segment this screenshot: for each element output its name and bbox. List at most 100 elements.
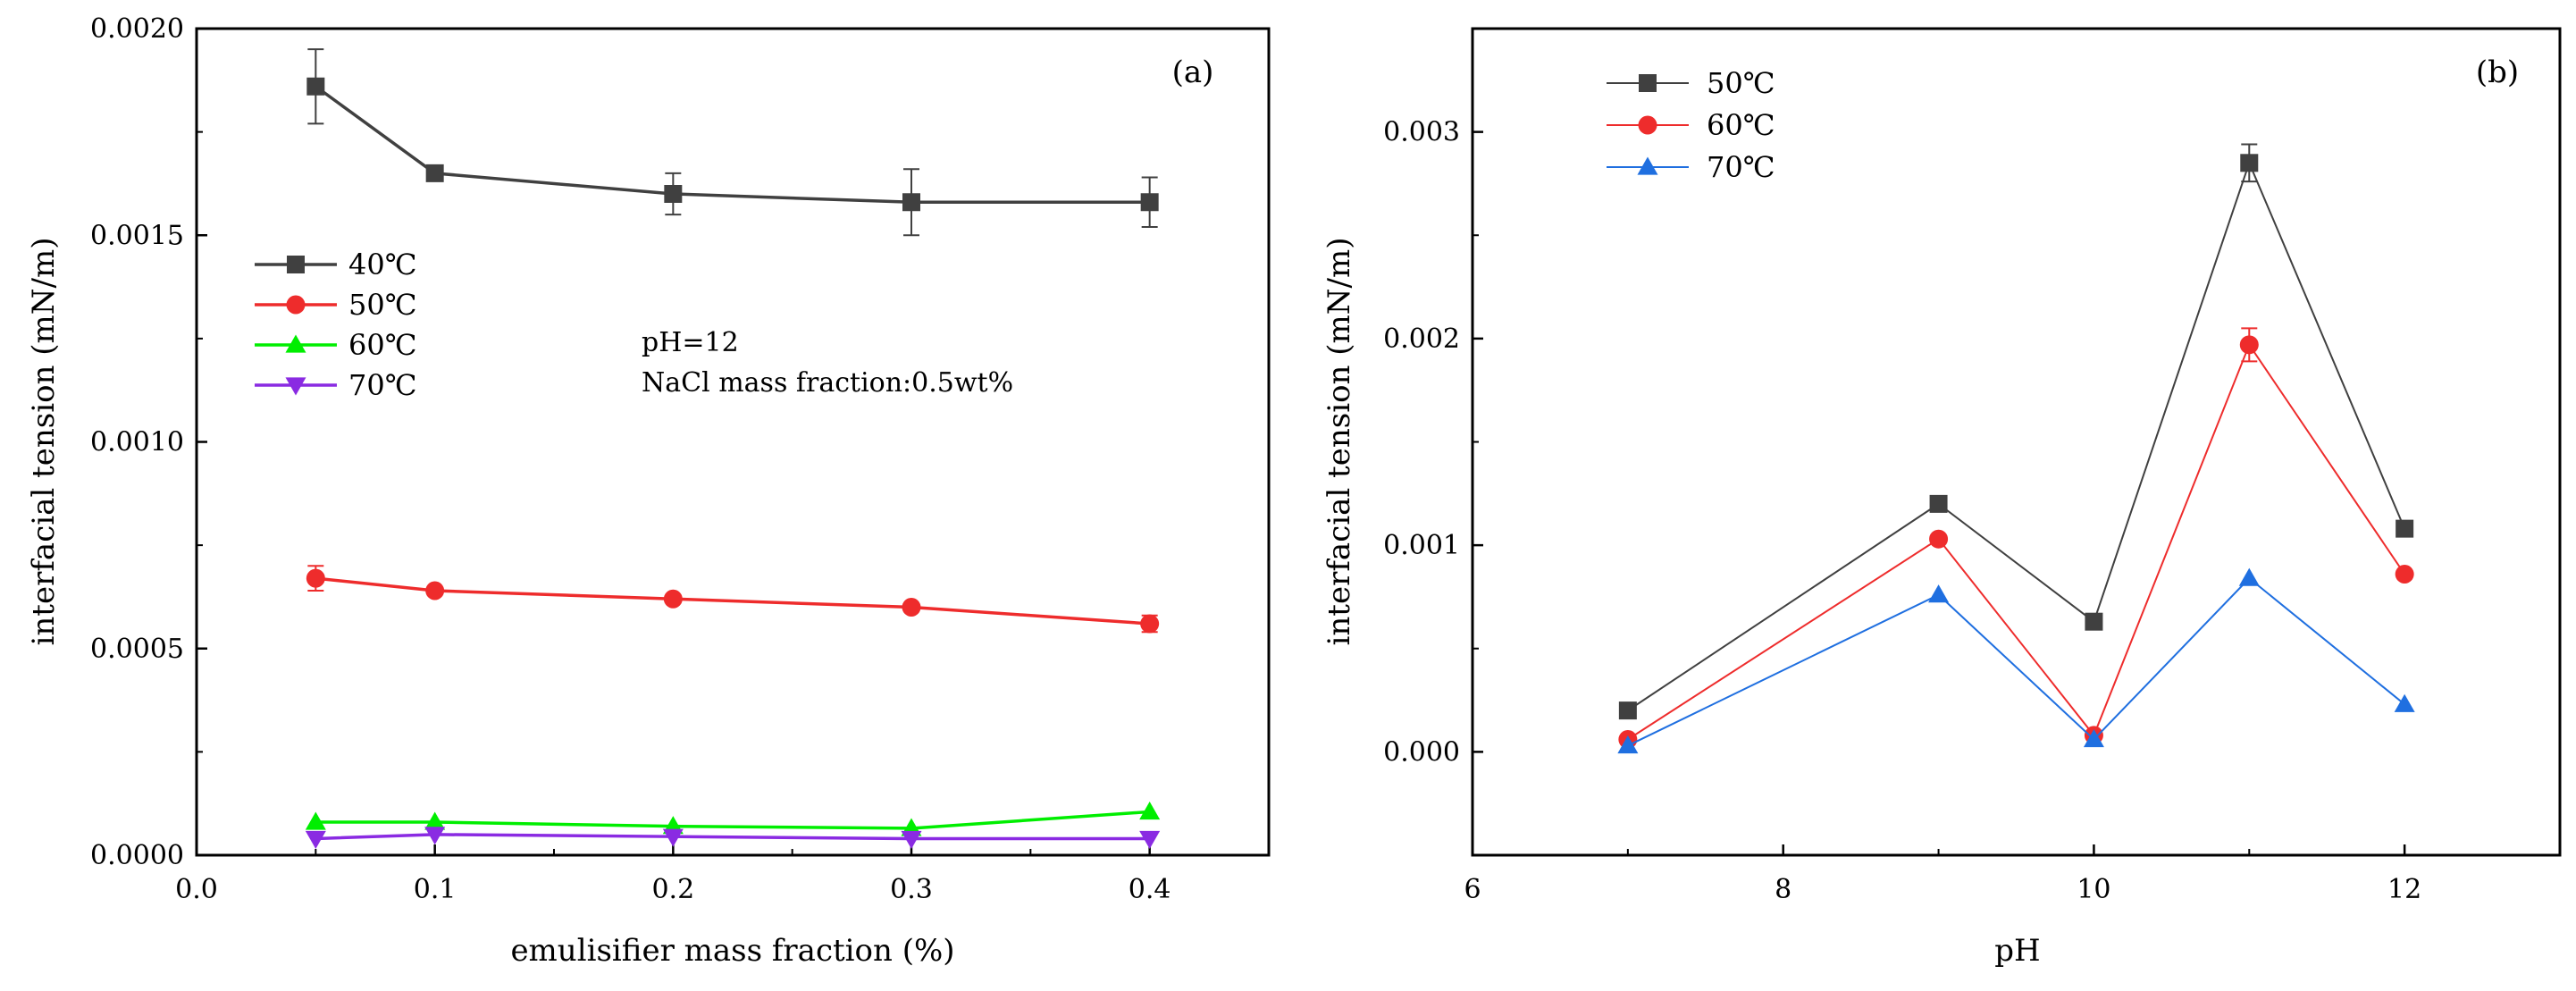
panel-b-series-2-point [1928, 584, 1950, 603]
panel-b-legend: 50℃ 60℃ 70℃ [1607, 66, 1775, 184]
panel-a-series-3-point [305, 830, 326, 849]
panel-a-legend-item: 50℃ [255, 288, 417, 322]
panel-b-legend-label: 60℃ [1707, 108, 1775, 142]
panel-b-y-tick-label: 0.001 [1383, 530, 1460, 561]
panel-a-x-tick-label: 0.0 [175, 874, 218, 905]
panel-a-label: (a) [1172, 55, 1214, 90]
panel-a-x-tick-label: 0.1 [414, 874, 457, 905]
panel-b-legend-item: 60℃ [1607, 108, 1775, 142]
panel-a-series-3-point [901, 830, 922, 849]
panel-a-series-3-point [424, 827, 446, 845]
panel-a-legend-marker [286, 295, 306, 315]
panel-b-x-tick-label: 10 [2077, 874, 2110, 905]
panel-a-series-0-point [664, 185, 683, 203]
panel-a-series-0 [306, 48, 1159, 237]
panel-a-series-0-point [1140, 193, 1159, 212]
panel-b-x-tick-label: 6 [1464, 874, 1481, 905]
panel-a-series-2-point [1139, 801, 1161, 820]
panel-a-legend: 40℃ 50℃ 60℃ 70℃ [255, 248, 417, 402]
panel-a-series-0-point [425, 164, 444, 182]
panel-a-legend-marker [287, 256, 305, 273]
panel-b-series-2-point [2238, 567, 2260, 586]
panel-b-legend-marker [1638, 115, 1657, 135]
panel-a-y-tick-label: 0.0020 [90, 13, 184, 45]
panel-a-y-tick-label: 0.0010 [90, 427, 184, 458]
panel-a-series-layer [305, 48, 1161, 849]
panel-a-series-3-point [1139, 830, 1161, 849]
panel-b-y-tick-label: 0.003 [1383, 117, 1460, 148]
panel-b-plot-frame [1471, 27, 2562, 857]
panel-b-legend-item: 70℃ [1607, 150, 1775, 184]
panel-a-series-1-point [1140, 614, 1160, 634]
panel-a-series-3-point [662, 828, 684, 847]
panel-a-series-0-point [902, 193, 920, 212]
panel-b-series-1-point [2395, 565, 2414, 584]
panel-a-series-2-point [424, 811, 446, 830]
panel-a-y-tick-label: 0.0000 [90, 840, 184, 871]
panel-b-series-0-point [1618, 701, 1637, 720]
panel-b-series-1 [1618, 327, 2414, 749]
panel-b-series-layer [1617, 143, 2415, 754]
panel-b-series-1-line [1627, 342, 2405, 741]
panel-a-series-2-point [305, 811, 326, 830]
panel-b-legend-label: 70℃ [1707, 150, 1775, 184]
panel-b-series-2-point [2083, 729, 2104, 748]
panel-b-series-0-point [2240, 154, 2259, 172]
panel-a-series-1-point [902, 598, 921, 617]
panel-a-legend-label: 70℃ [348, 368, 417, 402]
panel-b-series-0 [1618, 143, 2414, 720]
panel-b-legend-marker [1639, 74, 1657, 92]
panel-b-legend-item: 50℃ [1607, 66, 1775, 100]
panel-a-y-tick-label: 0.0015 [90, 220, 184, 251]
panel-b-legend-label: 50℃ [1707, 66, 1775, 100]
panel-a-legend-label: 60℃ [348, 328, 417, 362]
panel-b-series-0-point [2396, 519, 2414, 538]
panel-a-series-3-line [315, 833, 1150, 841]
panel-a-legend-label: 40℃ [348, 248, 417, 281]
panel-a-legend-item: 60℃ [255, 328, 417, 362]
panel-a-x-tick-label: 0.3 [890, 874, 933, 905]
panel-a-series-0-point [306, 77, 325, 96]
panel-b-series-2-line [1627, 576, 2405, 747]
panel-a-legend-item: 40℃ [255, 248, 417, 281]
panel-b-axes: 6 8 10 12 0.000 0.001 0.002 0.003 [1383, 117, 2421, 905]
panel-b-series-2 [1617, 567, 2415, 754]
panel-a-y-axis-title: interfacial tension (mN/m) [26, 238, 62, 646]
panel-a-series-0-line [315, 85, 1150, 204]
panel-b-series-1-point [1929, 529, 1949, 549]
panel-a: 0.0 0.1 0.2 0.3 0.4 0.0000 0.0005 0.0010 0.0015 0… [26, 13, 1271, 969]
panel-a-series-1 [306, 565, 1160, 634]
panel-b-x-tick-label: 12 [2387, 874, 2421, 905]
panel-a-series-1-point [306, 568, 325, 588]
panel-a-legend-marker [285, 377, 306, 396]
panel-b-series-0-point [2085, 612, 2103, 631]
panel-b-legend-marker [1637, 156, 1658, 175]
panel-a-annotation-ph: pH=12 [642, 327, 739, 358]
panel-b-series-0-point [1929, 494, 1948, 513]
panel-b-series-1-point [2239, 335, 2259, 355]
panel-a-series-1-point [663, 589, 683, 609]
panel-a-x-axis-title: emulisifier mass fraction (%) [510, 933, 954, 969]
panel-a-x-tick-label: 0.4 [1129, 874, 1171, 905]
panel-b-series-2-point [1617, 735, 1639, 754]
panel-a-series-1-point [425, 581, 445, 600]
panel-b-y-tick-label: 0.002 [1383, 323, 1460, 355]
panel-b-y-axis-title: interfacial tension (mN/m) [1322, 238, 1357, 646]
panel-b-y-tick-label: 0.000 [1383, 736, 1460, 768]
panel-a-x-tick-label: 0.2 [651, 874, 694, 905]
panel-a-series-3 [305, 827, 1161, 849]
panel-a-legend-marker [285, 334, 306, 353]
panel-b-label: (b) [2476, 55, 2519, 90]
panel-b-x-tick-label: 8 [1775, 874, 1791, 905]
panel-a-legend-label: 50℃ [348, 288, 417, 322]
panel-b: 6 8 10 12 0.000 0.001 0.002 0.003 (b) pH interf… [1322, 27, 2562, 969]
panel-b-x-axis-title: pH [1994, 933, 2040, 969]
panel-a-axes: 0.0 0.1 0.2 0.3 0.4 0.0000 0.0005 0.0010 0.0015 0… [90, 13, 1171, 905]
panel-b-series-2-point [2394, 693, 2415, 712]
panel-a-legend-item: 70℃ [255, 368, 417, 402]
panel-b-series-0-line [1627, 160, 2406, 711]
panel-a-plot-frame [195, 27, 1271, 857]
panel-a-y-tick-label: 0.0005 [90, 634, 184, 665]
panel-a-annotation-nacl: NaCl mass fraction:0.5wt% [642, 367, 1013, 399]
